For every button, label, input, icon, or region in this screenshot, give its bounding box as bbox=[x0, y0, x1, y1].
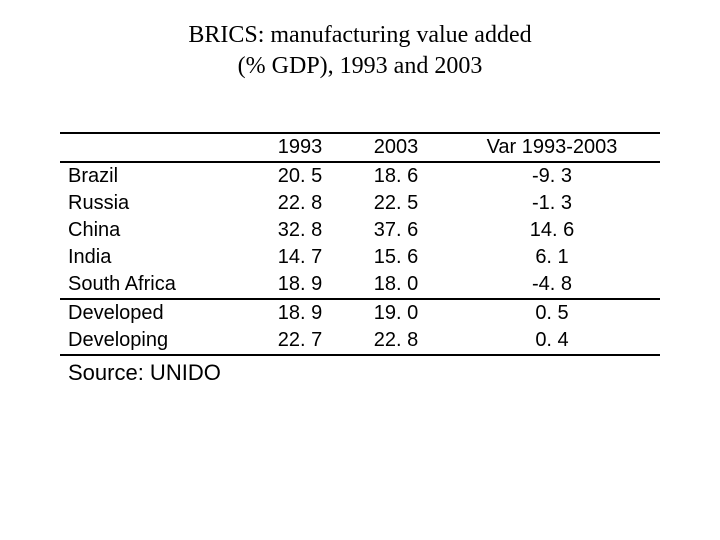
table-row: Russia 22. 8 22. 5 -1. 3 bbox=[60, 190, 660, 217]
row-label: India bbox=[60, 244, 252, 271]
header-2003: 2003 bbox=[348, 133, 444, 162]
cell-var: -4. 8 bbox=[444, 271, 660, 299]
header-var: Var 1993-2003 bbox=[444, 133, 660, 162]
cell-2003: 19. 0 bbox=[348, 299, 444, 327]
table-title: BRICS: manufacturing value added (% GDP)… bbox=[60, 20, 660, 82]
cell-var: -1. 3 bbox=[444, 190, 660, 217]
cell-2003: 18. 6 bbox=[348, 162, 444, 190]
row-label: Brazil bbox=[60, 162, 252, 190]
cell-var: 14. 6 bbox=[444, 217, 660, 244]
data-table: 1993 2003 Var 1993-2003 Brazil 20. 5 18.… bbox=[60, 132, 660, 388]
row-label: Developing bbox=[60, 327, 252, 355]
row-label: China bbox=[60, 217, 252, 244]
header-1993: 1993 bbox=[252, 133, 348, 162]
table-row: India 14. 7 15. 6 6. 1 bbox=[60, 244, 660, 271]
title-line-2: (% GDP), 1993 and 2003 bbox=[238, 53, 483, 79]
header-row: 1993 2003 Var 1993-2003 bbox=[60, 133, 660, 162]
row-label: Russia bbox=[60, 190, 252, 217]
table-row: Developing 22. 7 22. 8 0. 4 bbox=[60, 327, 660, 355]
cell-1993: 18. 9 bbox=[252, 299, 348, 327]
source-text: Source: UNIDO bbox=[60, 355, 660, 388]
cell-var: 6. 1 bbox=[444, 244, 660, 271]
cell-2003: 22. 8 bbox=[348, 327, 444, 355]
table-row: South Africa 18. 9 18. 0 -4. 8 bbox=[60, 271, 660, 299]
cell-2003: 22. 5 bbox=[348, 190, 444, 217]
cell-var: 0. 4 bbox=[444, 327, 660, 355]
cell-2003: 15. 6 bbox=[348, 244, 444, 271]
title-line-1: BRICS: manufacturing value added bbox=[188, 22, 531, 48]
cell-var: 0. 5 bbox=[444, 299, 660, 327]
cell-1993: 18. 9 bbox=[252, 271, 348, 299]
header-blank bbox=[60, 133, 252, 162]
table-row: Developed 18. 9 19. 0 0. 5 bbox=[60, 299, 660, 327]
cell-1993: 20. 5 bbox=[252, 162, 348, 190]
cell-var: -9. 3 bbox=[444, 162, 660, 190]
source-row: Source: UNIDO bbox=[60, 355, 660, 388]
row-label: Developed bbox=[60, 299, 252, 327]
table-row: China 32. 8 37. 6 14. 6 bbox=[60, 217, 660, 244]
cell-1993: 22. 8 bbox=[252, 190, 348, 217]
cell-1993: 22. 7 bbox=[252, 327, 348, 355]
row-label: South Africa bbox=[60, 271, 252, 299]
cell-1993: 32. 8 bbox=[252, 217, 348, 244]
table-row: Brazil 20. 5 18. 6 -9. 3 bbox=[60, 162, 660, 190]
cell-2003: 18. 0 bbox=[348, 271, 444, 299]
cell-2003: 37. 6 bbox=[348, 217, 444, 244]
cell-1993: 14. 7 bbox=[252, 244, 348, 271]
